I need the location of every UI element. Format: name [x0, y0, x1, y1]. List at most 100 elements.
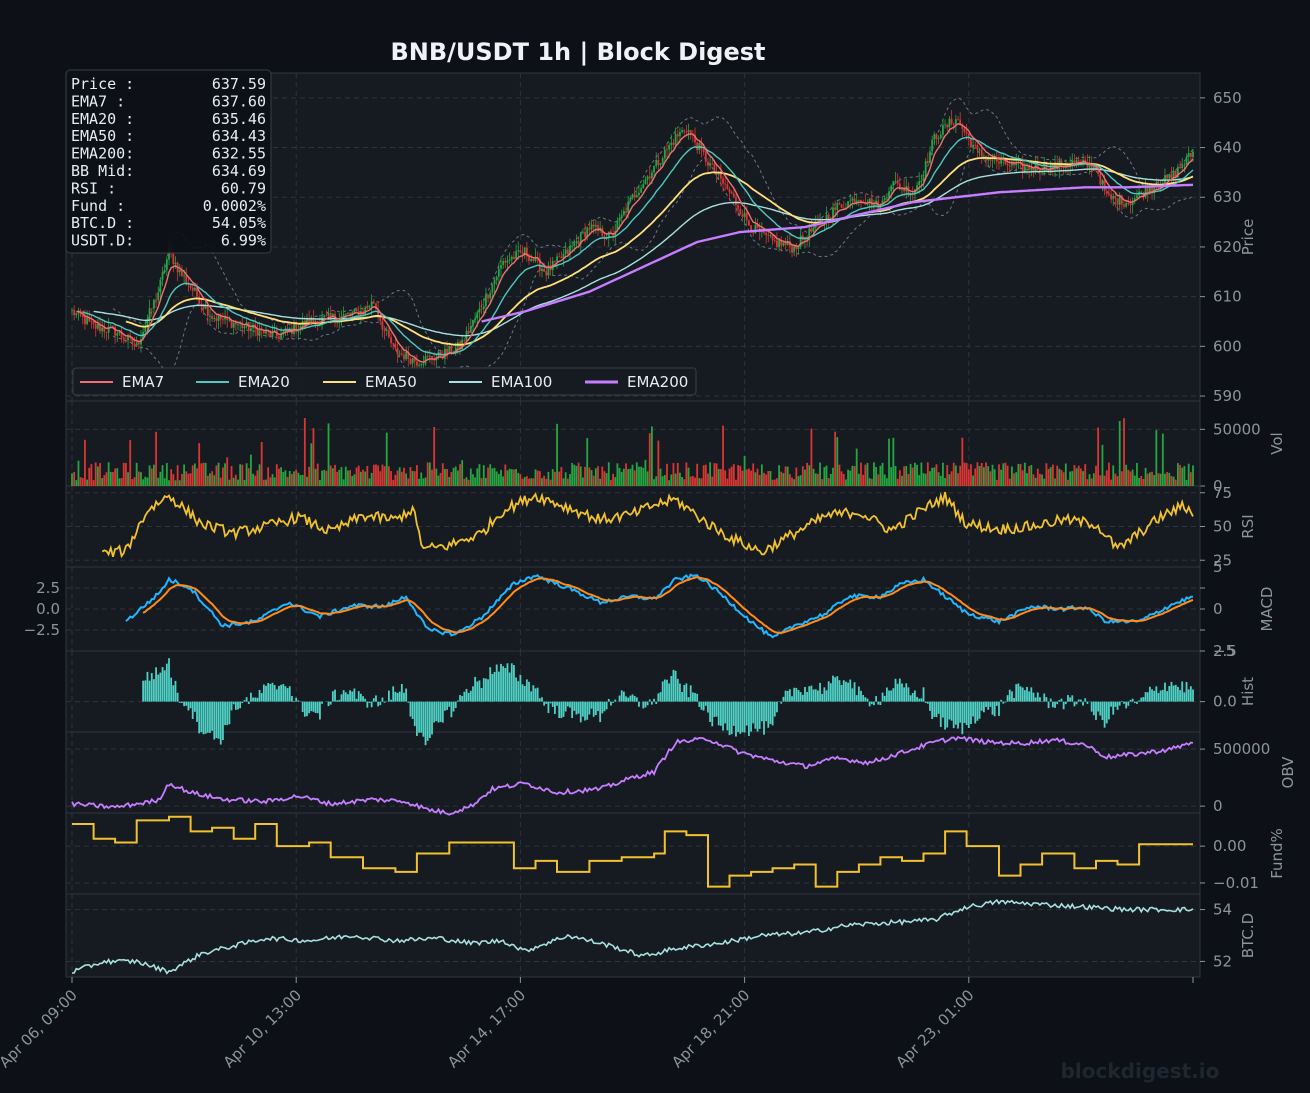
- hist-bar: [413, 701, 416, 727]
- candle-body: [1086, 162, 1089, 168]
- hist-bar: [418, 701, 420, 733]
- hist-bar: [944, 701, 946, 730]
- volume-bar: [607, 462, 610, 486]
- volume-bar: [989, 471, 992, 486]
- candle-body: [1108, 193, 1110, 195]
- volume-bar: [929, 471, 931, 486]
- volume-bar: [129, 440, 132, 486]
- candle-body: [896, 180, 899, 184]
- candle-body: [838, 203, 841, 205]
- hist-bar: [597, 701, 599, 712]
- candle-body: [631, 194, 634, 198]
- candle-body: [403, 354, 405, 360]
- hist-bar: [168, 658, 170, 702]
- hist-bar: [407, 701, 410, 703]
- candle-body: [663, 149, 666, 159]
- hist-bar: [676, 678, 679, 702]
- candle-body: [528, 256, 530, 261]
- volume-bar: [286, 476, 289, 486]
- volume-bar: [1011, 466, 1013, 486]
- candle-body: [234, 322, 237, 325]
- candle-body: [323, 315, 326, 318]
- volume-bar: [463, 478, 466, 486]
- hist-bar: [198, 701, 201, 734]
- volume-bar: [325, 470, 328, 486]
- volume-bar: [722, 425, 724, 486]
- candle-body: [506, 260, 509, 263]
- volume-bar: [620, 471, 623, 486]
- volume-bar: [715, 463, 718, 486]
- candle-body: [131, 337, 134, 345]
- candle-body: [967, 133, 970, 139]
- volume-bar: [553, 471, 556, 486]
- candle-body: [114, 327, 117, 336]
- candle-body: [954, 119, 957, 125]
- hist-bar: [982, 701, 985, 713]
- volume-bar: [1151, 471, 1153, 486]
- candle-body: [282, 331, 285, 334]
- candle-body: [418, 364, 420, 366]
- hist-bar: [532, 685, 535, 702]
- hist-bar: [523, 686, 526, 702]
- volume-bar: [821, 479, 824, 486]
- candle-body: [694, 135, 696, 143]
- hist-bar: [1164, 682, 1166, 702]
- volume-bar: [950, 471, 953, 486]
- hist-bar: [178, 701, 181, 703]
- volume-bar: [799, 475, 802, 486]
- volume-bar: [86, 479, 88, 486]
- volume-bar: [849, 470, 852, 486]
- volume-bar: [252, 473, 254, 486]
- hist-bar: [1015, 684, 1018, 702]
- y-tick-vol: 0: [1213, 477, 1223, 495]
- hist-bar: [245, 697, 248, 702]
- candle-body: [970, 138, 972, 148]
- candle-body: [504, 261, 507, 263]
- candle-body: [178, 269, 181, 273]
- volume-bar: [1041, 474, 1043, 486]
- volume-bar: [745, 469, 748, 486]
- candle-body: [84, 317, 86, 325]
- candle-body: [978, 149, 981, 151]
- info-value: 637.60: [212, 92, 266, 110]
- hist-bar: [1153, 690, 1156, 702]
- volume-bar: [719, 469, 722, 486]
- volume-bar: [181, 473, 183, 486]
- hist-bar: [855, 695, 858, 702]
- candle-body: [510, 256, 513, 260]
- hist-bar: [327, 701, 330, 707]
- volume-bar: [1054, 478, 1056, 486]
- candle-body: [122, 337, 125, 340]
- volume-bar: [107, 462, 110, 486]
- volume-bar: [1077, 465, 1080, 486]
- hist-bar: [1187, 689, 1190, 702]
- volume-bar: [122, 462, 125, 486]
- volume-bar: [564, 472, 567, 486]
- candle-body: [638, 192, 640, 196]
- hist-bar: [547, 701, 550, 713]
- volume-bar: [594, 468, 597, 486]
- volume-bar: [90, 464, 93, 486]
- info-value: 60.79: [221, 179, 266, 197]
- candle-body: [771, 235, 774, 241]
- candle-body: [1077, 160, 1080, 162]
- candle-body: [819, 220, 821, 222]
- volume-bar: [165, 463, 168, 486]
- volume-bar: [894, 465, 897, 486]
- hist-bar: [1168, 686, 1171, 702]
- volume-bar: [670, 474, 673, 486]
- hist-bar: [590, 701, 593, 709]
- volume-bar: [819, 462, 821, 486]
- hist-bar: [1136, 701, 1138, 704]
- candle-body: [892, 181, 895, 186]
- hist-bar: [976, 701, 979, 721]
- volume-bar: [868, 478, 871, 486]
- volume-bar: [461, 460, 464, 486]
- candle-body: [959, 119, 962, 125]
- volume-bar: [937, 472, 940, 486]
- candle-body: [472, 319, 474, 327]
- candle-body: [502, 261, 505, 265]
- hist-bar: [219, 701, 222, 745]
- candle-body: [666, 149, 668, 151]
- candle-body: [342, 314, 345, 317]
